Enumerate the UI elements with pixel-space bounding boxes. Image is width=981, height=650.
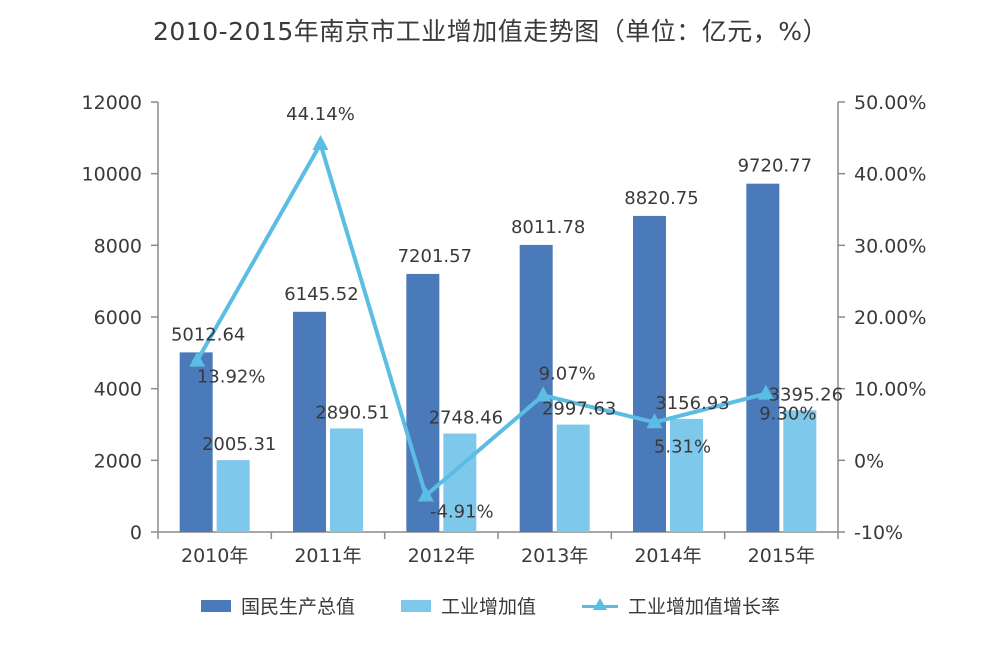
y-left-tick-label: 0 [130, 522, 142, 544]
data-label-growth: 5.31% [654, 436, 711, 457]
bar-gdp [293, 311, 326, 532]
legend-swatch-gdp [200, 599, 231, 612]
bar-industry [330, 428, 363, 532]
x-tick-label: 2015年 [748, 545, 815, 567]
chart-title: 2010-2015年南京市工业增加值走势图（单位：亿元，%） [152, 17, 829, 46]
data-label-gdp: 5012.64 [171, 324, 245, 345]
growth-marker [535, 386, 552, 402]
data-label-industry: 2890.51 [315, 402, 389, 423]
data-label-gdp: 7201.57 [398, 246, 472, 267]
x-tick-label: 2011年 [294, 545, 361, 567]
bar-series [179, 183, 817, 533]
legend-item-growth: 工业增加值增长率 [582, 592, 780, 619]
x-tick-label: 2013年 [521, 545, 588, 567]
y-left-tick-label: 4000 [94, 379, 142, 401]
data-label-industry: 2005.31 [202, 434, 276, 455]
y-right-tick-label: 30.00% [854, 235, 926, 257]
y-left-tick-label: 6000 [94, 307, 142, 329]
y-right-tick-label: 20.00% [854, 307, 926, 329]
growth-marker [417, 486, 434, 502]
growth-line [195, 141, 767, 498]
x-tick-label: 2014年 [634, 545, 701, 567]
data-labels: 5012.64 6145.52 7201.57 8011.78 8820.75 9720.… [171, 104, 843, 523]
data-label-growth: 9.07% [539, 363, 596, 384]
data-label-growth: 13.92% [197, 367, 266, 388]
y-right-tick-label: 10.00% [854, 379, 926, 401]
y-left-tick-label: 8000 [94, 235, 142, 257]
x-tick-label: 2010年 [181, 545, 248, 567]
data-label-growth: -4.91% [430, 502, 494, 523]
data-label-gdp: 8820.75 [624, 188, 698, 209]
data-label-growth: 44.14% [286, 104, 355, 125]
growth-marker [312, 134, 329, 150]
legend-swatch-industry [400, 599, 431, 612]
growth-marker [189, 351, 206, 367]
legend-item-industry: 工业增加值 [400, 592, 536, 619]
bar-industry [670, 418, 703, 532]
bar-industry [783, 410, 817, 532]
axes [151, 101, 845, 539]
bar-gdp [519, 244, 553, 533]
tick-labels: 0 2000 4000 6000 8000 10000 12000 -10% 0% 10.00% 2… [82, 92, 927, 567]
data-label-industry: 3395.26 [769, 384, 843, 405]
legend-label-growth: 工业增加值增长率 [628, 596, 781, 618]
data-label-industry: 2748.46 [429, 408, 503, 429]
y-right-tick-label: 50.00% [854, 92, 926, 114]
data-label-gdp: 8011.78 [511, 217, 585, 238]
y-left-tick-label: 10000 [82, 164, 142, 186]
legend-label-industry: 工业增加值 [440, 596, 536, 618]
data-label-industry: 2997.63 [542, 399, 616, 420]
y-right-tick-label: -10% [854, 522, 903, 544]
data-label-growth: 9.30% [759, 404, 816, 425]
growth-marker [757, 384, 774, 400]
data-label-gdp: 9720.77 [738, 156, 812, 177]
bar-industry [443, 433, 477, 532]
y-left-tick-label: 12000 [82, 92, 142, 114]
y-right-tick-label: 40.00% [854, 164, 926, 186]
bar-gdp [633, 215, 666, 532]
legend: 国民生产总值 工业增加值 工业增加值增长率 [0, 592, 981, 619]
bar-industry [216, 460, 250, 532]
bar-gdp [179, 352, 213, 532]
growth-marker [646, 413, 663, 429]
x-tick-label: 2012年 [408, 545, 475, 567]
y-right-tick-label: 0% [854, 450, 884, 472]
data-label-industry: 3156.93 [655, 393, 729, 414]
bar-gdp [746, 183, 780, 532]
legend-label-gdp: 国民生产总值 [240, 596, 355, 618]
legend-item-gdp: 国民生产总值 [200, 592, 355, 619]
bar-industry [556, 424, 590, 532]
legend-swatch-growth [582, 597, 618, 614]
line-series [189, 134, 774, 502]
y-left-tick-label: 2000 [94, 450, 142, 472]
data-label-gdp: 6145.52 [284, 284, 358, 305]
